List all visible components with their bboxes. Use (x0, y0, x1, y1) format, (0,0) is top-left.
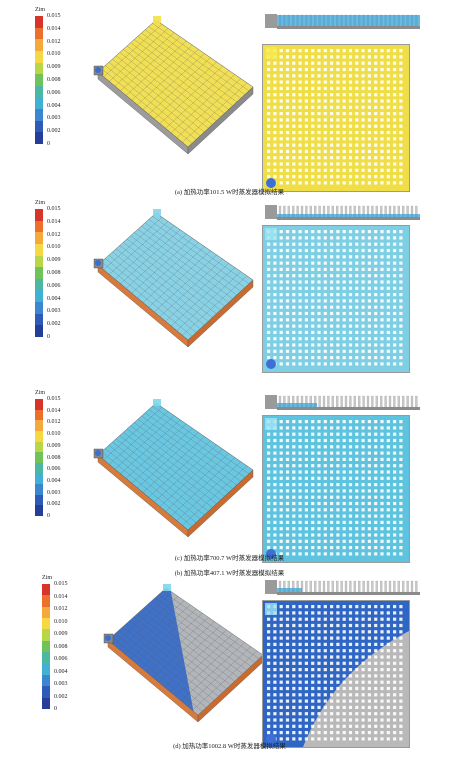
colorbar-unit: Zim (35, 7, 45, 13)
colorbar-tick-label: 0.008 (47, 454, 61, 461)
colorbar-strip (35, 399, 43, 517)
colorbar-tick-label: 0.012 (54, 606, 68, 612)
panel-caption: (d) 加热功率1002.8 W时蒸发器模拟结果 (173, 743, 286, 750)
colorbar-tick-label: 0.014 (47, 218, 61, 225)
colorbar-tick-label: 0 (47, 141, 50, 147)
isometric-view (93, 399, 254, 538)
colorbar-tick-label: 0.008 (47, 270, 61, 276)
side-view (265, 580, 420, 595)
colorbar-tick-label: 0.003 (47, 115, 61, 122)
colorbar-tick-label: 0.015 (47, 206, 61, 212)
panel-a: Zim 0.015 0.014 0.012 0.010 0.009 0.008 0.006 0.… (0, 7, 459, 196)
colorbar-tick-label: 0.002 (47, 321, 61, 328)
side-view (265, 395, 420, 410)
colorbar-unit: Zim (42, 575, 52, 581)
colorbar-tick-label: 0.014 (47, 407, 61, 414)
panel-d: Zim 0.015 0.014 0.012 0.010 0.009 0.008 0.006 0.… (0, 575, 459, 763)
colorbar-tick-label: 0.004 (47, 102, 61, 109)
colorbar-tick-label: 0.015 (47, 396, 61, 402)
colorbar-tick-label: 0.010 (47, 244, 61, 251)
colorbar-tick-label: 0.002 (47, 501, 61, 508)
isometric-view (93, 209, 254, 348)
top-view (262, 600, 410, 748)
colorbar-tick-label: 0.014 (47, 25, 61, 32)
top-view (262, 44, 410, 192)
colorbar-tick-label: 0.012 (47, 419, 61, 426)
colorbar-tick-label: 0.010 (47, 51, 61, 58)
colorbar-tick-label: 0.004 (47, 477, 61, 484)
colorbar-tick-label: 0.006 (47, 89, 61, 96)
panel-caption: (b) 加热功率407.1 W时蒸发器模拟结果 (174, 570, 285, 577)
isometric-view (93, 16, 254, 155)
colorbar-tick-label: 0.008 (54, 643, 68, 650)
panel-caption: (a) 加热功率101.5 W时蒸发器模拟结果 (174, 189, 285, 196)
colorbar-tick-label: 0.015 (54, 581, 68, 587)
panel-b: Zim 0.015 0.014 0.012 0.010 0.009 0.008 0.006 0.… (0, 200, 459, 577)
colorbar-unit: Zim (35, 200, 45, 206)
colorbar-tick-label: 0.015 (47, 13, 61, 19)
colorbar-tick-label: 0 (54, 706, 57, 712)
colorbar-tick-label: 0.009 (47, 442, 61, 449)
isometric-view (103, 584, 264, 723)
colorbar-tick-label: 0.012 (47, 38, 61, 45)
colorbar-tick-label: 0.004 (54, 668, 68, 675)
colorbar-tick-label: 0.009 (54, 631, 68, 637)
colorbar-tick-label: 0.006 (54, 656, 68, 662)
top-view (262, 225, 410, 373)
colorbar-tick-label: 0.008 (47, 77, 61, 83)
colorbar-tick-label: 0.004 (47, 295, 61, 302)
colorbar-tick-label: 0.003 (54, 681, 68, 687)
colorbar-tick-label: 0.003 (47, 489, 61, 496)
colorbar-tick-label: 0.006 (47, 282, 61, 289)
top-view (262, 415, 410, 563)
colorbar-strip (42, 584, 50, 709)
colorbar-tick-label: 0.002 (47, 128, 61, 135)
colorbar-tick-label: 0.006 (47, 466, 61, 473)
colorbar-tick-label: 0.002 (54, 693, 68, 700)
colorbar-tick-label: 0.009 (47, 64, 61, 71)
colorbar-strip (35, 16, 43, 145)
colorbar-tick-label: 0.003 (47, 308, 61, 315)
side-view (265, 205, 420, 220)
colorbar-tick-label: 0.009 (47, 257, 61, 264)
colorbar-unit: Zim (35, 390, 45, 396)
colorbar-tick-label: 0.010 (54, 618, 68, 625)
panel-c: Zim 0.015 0.014 0.012 0.010 0.009 0.008 0.006 0.… (0, 390, 459, 578)
colorbar-strip (35, 209, 43, 338)
side-view (265, 14, 420, 29)
colorbar-tick-label: 0.010 (47, 431, 61, 438)
colorbar-tick-label: 0 (47, 334, 50, 340)
colorbar-tick-label: 0.014 (54, 593, 68, 600)
panel-caption: (c) 加热功率700.7 W时蒸发器模拟结果 (174, 555, 285, 562)
colorbar-tick-label: 0 (47, 513, 50, 519)
colorbar-tick-label: 0.012 (47, 231, 61, 238)
